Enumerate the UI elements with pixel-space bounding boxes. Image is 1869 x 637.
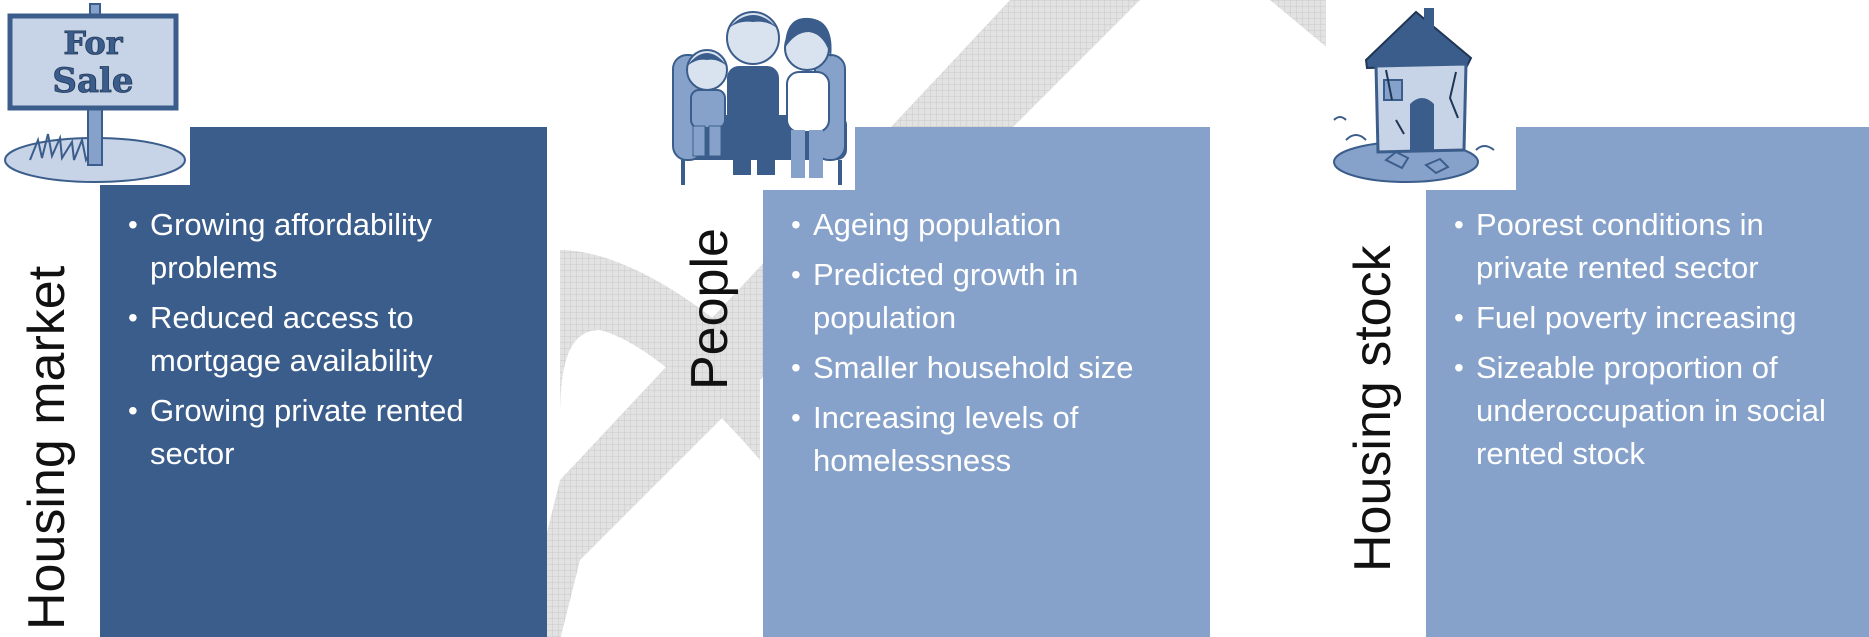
label-housing-market: Housing market	[18, 265, 76, 630]
arrow-loop	[560, 250, 760, 460]
bullet-item: Increasing levels of homelessness	[791, 396, 1198, 482]
bullet-item: Sizeable proportion of underoccupation i…	[1454, 346, 1861, 475]
label-people: People	[681, 228, 739, 390]
bullet-list-housing-stock: Poorest conditions in private rented sec…	[1454, 203, 1861, 482]
panel-housing-stock: Poorest conditions in private rented sec…	[1426, 127, 1869, 637]
bullet-item: Reduced access to mortgage availability	[128, 296, 535, 382]
bullet-item: Poorest conditions in private rented sec…	[1454, 203, 1861, 289]
bullet-item: Smaller household size	[791, 346, 1198, 389]
family-icon	[665, 0, 855, 190]
panel-housing-market: Growing affordability problems Reduced a…	[100, 127, 547, 637]
sign-line1: For	[63, 24, 123, 62]
bullet-item: Ageing population	[791, 203, 1198, 246]
bullet-list-housing-market: Growing affordability problems Reduced a…	[128, 203, 535, 482]
bullet-item: Growing affordability problems	[128, 203, 535, 289]
sign-line2: Sale	[52, 61, 133, 101]
bullet-list-people: Ageing population Predicted growth in po…	[791, 203, 1198, 489]
crumbling-house-icon	[1326, 0, 1516, 190]
panel-people: Ageing population Predicted growth in po…	[763, 127, 1210, 637]
bullet-item: Growing private rented sector	[128, 389, 535, 475]
bullet-item: Predicted growth in population	[791, 253, 1198, 339]
label-housing-stock: Housing stock	[1344, 245, 1402, 572]
bullet-item: Fuel poverty increasing	[1454, 296, 1861, 339]
for-sale-sign-icon: For Sale	[4, 3, 190, 185]
